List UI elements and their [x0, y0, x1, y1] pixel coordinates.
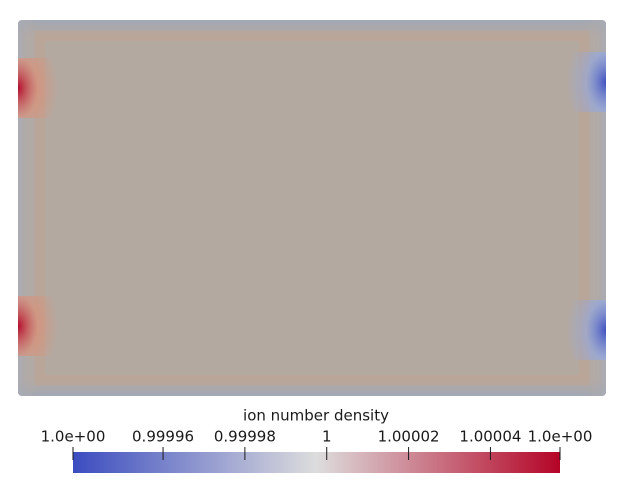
colorbar [73, 452, 560, 473]
tick-label: 0.99996 [132, 428, 194, 446]
tick-label: 1.0e+00 [41, 428, 106, 446]
tick-label: 1.0e+00 [528, 428, 593, 446]
field-render [18, 20, 606, 396]
tick-label: 1.00002 [378, 428, 440, 446]
colorbar-title: ion number density [243, 407, 389, 425]
tick-label: 0.99998 [214, 428, 276, 446]
tick-label: 1.00004 [459, 428, 521, 446]
tick-label: 1 [322, 428, 332, 446]
